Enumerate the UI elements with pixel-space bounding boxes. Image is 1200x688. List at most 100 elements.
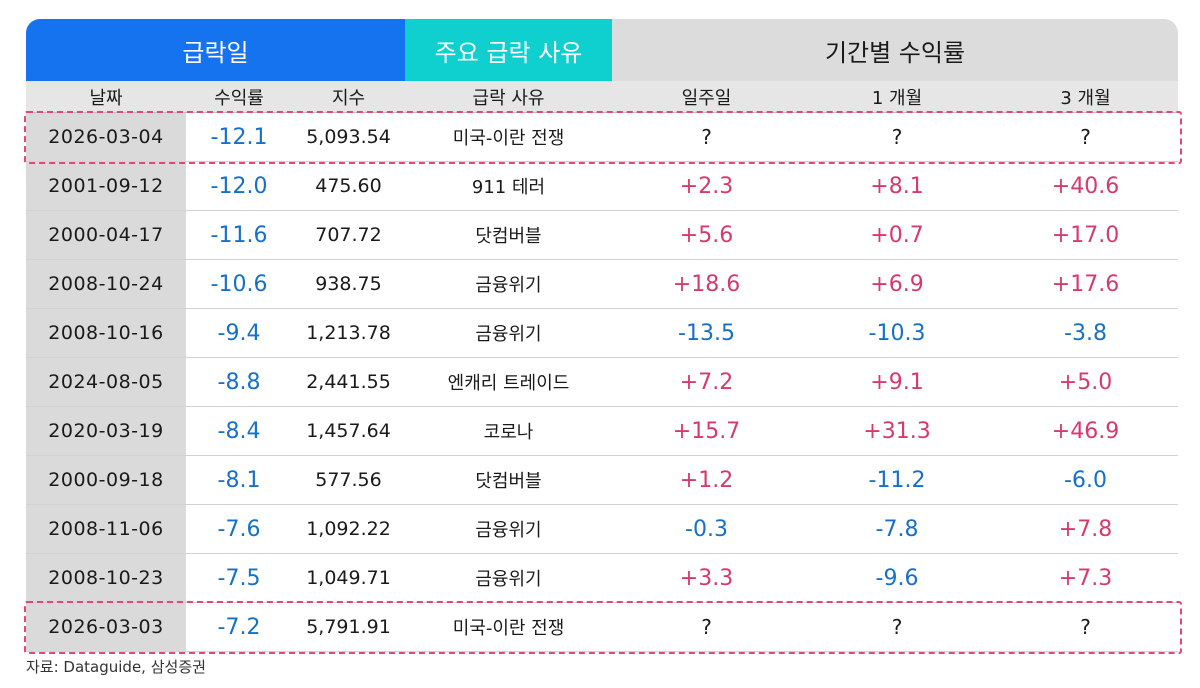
- cell-index: 1,049.71: [306, 567, 391, 589]
- cell-3month: -6.0: [1064, 467, 1107, 493]
- cell-index: 577.56: [315, 469, 382, 491]
- crash-table: 급락일 주요 급락 사유 기간별 수익률 날짜 수익률 지수 급락 사유 일주일…: [24, 19, 1182, 654]
- cell-reason: 닷컴버블: [475, 471, 542, 492]
- cell-date: 2026-03-04: [26, 113, 186, 161]
- cell-1month: +9.1: [870, 369, 924, 395]
- column-header-1month: 1 개월: [871, 87, 923, 109]
- cell-index: 5,093.54: [306, 126, 391, 148]
- table-row: 2008-11-06 -7.6 1,092.22 금융위기 -0.3 -7.8 +7.8: [26, 505, 1178, 554]
- cell-3month: +7.3: [1058, 565, 1113, 591]
- cell-1month: +6.9: [870, 271, 924, 297]
- cell-3month: ?: [1080, 125, 1091, 149]
- cell-date: 2008-10-16: [26, 309, 186, 357]
- cell-date: 2024-08-05: [26, 358, 186, 406]
- cell-reason: 금융위기: [475, 324, 542, 345]
- column-header-3month: 3 개월: [1060, 87, 1111, 109]
- table-row: 2026-03-03 -7.2 5,791.91 미국-이란 전쟁???: [26, 603, 1178, 652]
- table-row: 2024-08-05 -8.8 2,441.55 엔캐리 트레이드 +7.2 +9.1 +5…: [26, 358, 1178, 407]
- cell-1month: -11.2: [868, 467, 926, 493]
- cell-return: -10.6: [210, 271, 268, 297]
- source-note: 자료: Dataguide, 삼성증권: [26, 658, 206, 676]
- table-row: 2000-04-17 -11.6 707.72 닷컴버블 +5.6 +0.7 +17.0: [26, 211, 1178, 260]
- cell-return: -8.4: [217, 418, 261, 444]
- cell-1month: +8.1: [870, 173, 924, 199]
- table-row: 2020-03-19 -8.4 1,457.64 코로나 +15.7 +31.3 +46.9: [26, 407, 1178, 456]
- cell-1week: +2.3: [679, 173, 734, 199]
- cell-3month: -3.8: [1064, 320, 1107, 346]
- table-row: 2008-10-23 -7.5 1,049.71 금융위기 +3.3 -9.6 +7.3: [26, 554, 1178, 603]
- column-header-reason: 급락 사유: [472, 87, 545, 109]
- group-header-period-returns: 기간별 수익률: [612, 19, 1178, 81]
- cell-date: 2008-10-23: [26, 554, 186, 602]
- group-header-row: 급락일 주요 급락 사유 기간별 수익률: [26, 19, 1178, 81]
- table-row: 2008-10-24 -10.6 938.75 금융위기 +18.6 +6.9 +17.6: [26, 260, 1178, 309]
- cell-1month: +0.7: [870, 222, 924, 248]
- cell-1month: ?: [891, 615, 903, 639]
- cell-1week: +1.2: [679, 467, 734, 493]
- column-header-1week: 일주일: [681, 87, 732, 109]
- cell-1week: +18.6: [672, 271, 741, 297]
- cell-index: 475.60: [315, 175, 382, 197]
- cell-1week: ?: [701, 125, 712, 149]
- column-header-index: 지수: [331, 87, 366, 109]
- cell-1week: +15.7: [672, 418, 741, 444]
- cell-return: -7.2: [217, 614, 261, 640]
- cell-return: -7.5: [217, 565, 261, 591]
- cell-reason: 금융위기: [475, 569, 542, 590]
- cell-date: 2026-03-03: [26, 603, 186, 651]
- cell-date: 2000-04-17: [26, 211, 186, 259]
- cell-3month: ?: [1080, 615, 1091, 639]
- cell-index: 938.75: [315, 273, 382, 295]
- table-row: 2001-09-12 -12.0 475.60 911 테러 +2.3 +8.1 +40.6: [26, 162, 1178, 211]
- cell-return: -12.0: [210, 173, 268, 199]
- cell-1week: +7.2: [679, 369, 734, 395]
- group-header-main-reason: 주요 급락 사유: [405, 19, 612, 81]
- column-header-row: 날짜 수익률 지수 급락 사유 일주일 1 개월 3 개월: [26, 81, 1178, 113]
- cell-reason: 911 테러: [471, 177, 546, 198]
- cell-reason: 코로나: [483, 422, 534, 443]
- cell-return: -8.1: [217, 467, 261, 493]
- cell-date: 2000-09-18: [26, 456, 186, 504]
- cell-reason: 닷컴버블: [475, 226, 542, 247]
- cell-reason: 금융위기: [475, 520, 542, 541]
- cell-1month: -10.3: [868, 320, 926, 346]
- cell-1week: ?: [701, 615, 712, 639]
- cell-date: 2008-11-06: [26, 505, 186, 553]
- column-header-date: 날짜: [89, 87, 123, 109]
- cell-1week: +5.6: [679, 222, 734, 248]
- cell-3month: +46.9: [1051, 418, 1120, 444]
- cell-return: -7.6: [217, 516, 261, 542]
- cell-1week: +3.3: [679, 565, 734, 591]
- cell-1month: ?: [891, 125, 903, 149]
- cell-index: 1,457.64: [306, 420, 391, 442]
- cell-reason: 엔캐리 트레이드: [447, 373, 570, 394]
- cell-index: 707.72: [315, 224, 382, 246]
- cell-3month: +17.6: [1051, 271, 1120, 297]
- table-row: 2008-10-16 -9.4 1,213.78 금융위기 -13.5 -10.3 -3.8: [26, 309, 1178, 358]
- cell-date: 2020-03-19: [26, 407, 186, 455]
- cell-return: -12.1: [210, 124, 268, 150]
- table-row: 2000-09-18 -8.1 577.56 닷컴버블 +1.2 -11.2 -6.0: [26, 456, 1178, 505]
- column-header-return: 수익률: [214, 87, 264, 109]
- cell-reason: 미국-이란 전쟁: [452, 128, 565, 149]
- cell-index: 5,791.91: [306, 616, 391, 638]
- cell-index: 1,213.78: [306, 322, 391, 344]
- cell-1week: -0.3: [685, 516, 728, 542]
- cell-return: -11.6: [210, 222, 268, 248]
- cell-1month: -9.6: [875, 565, 919, 591]
- cell-return: -8.8: [217, 369, 261, 395]
- cell-reason: 금융위기: [475, 275, 542, 296]
- cell-1month: -7.8: [875, 516, 919, 542]
- cell-index: 2,441.55: [306, 371, 391, 393]
- table-row: 2026-03-04 -12.1 5,093.54 미국-이란 전쟁???: [26, 113, 1178, 162]
- cell-3month: +7.8: [1058, 516, 1113, 542]
- cell-reason: 미국-이란 전쟁: [452, 618, 565, 639]
- cell-return: -9.4: [217, 320, 261, 346]
- group-header-crash-day: 급락일: [26, 19, 405, 81]
- cell-index: 1,092.22: [306, 518, 391, 540]
- cell-1month: +31.3: [863, 418, 931, 444]
- cell-date: 2008-10-24: [26, 260, 186, 308]
- table-body: 2026-03-04 -12.1 5,093.54 미국-이란 전쟁??? 2001-0…: [26, 113, 1178, 652]
- cell-1week: -13.5: [678, 320, 735, 346]
- cell-3month: +5.0: [1058, 369, 1113, 395]
